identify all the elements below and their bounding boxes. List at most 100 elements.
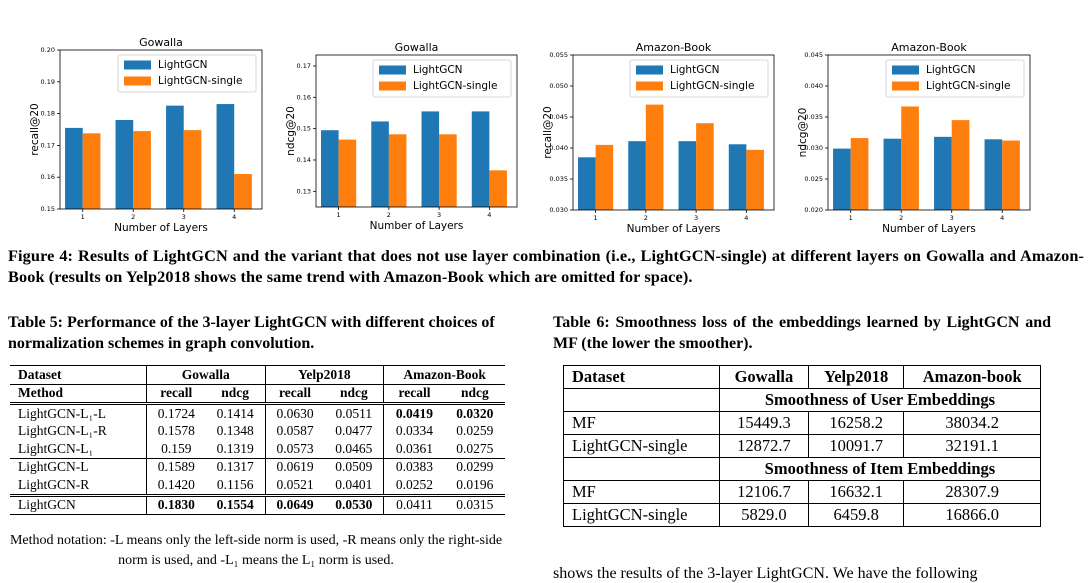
table-cell: 0.0299	[456, 459, 494, 475]
x-tick-label: 2	[644, 214, 648, 222]
bar	[833, 148, 851, 210]
table-cell: 0.0477	[324, 422, 385, 440]
table-cell: 16258.2	[807, 411, 905, 435]
bar	[338, 139, 357, 207]
table-row: LightGCN-L₁ 0.159 0.1319 0.0573 0.0465 0.0361…	[10, 440, 505, 459]
y-tick-label: 0.025	[804, 175, 823, 183]
table-cell: 0.1554	[205, 495, 266, 515]
y-tick-label: 0.030	[549, 206, 568, 214]
legend-swatch	[379, 65, 406, 75]
bar	[115, 119, 134, 209]
bar	[371, 121, 389, 207]
x-tick-label: 4	[744, 214, 748, 222]
y-tick-label: 0.13	[297, 187, 311, 195]
bar	[678, 141, 697, 210]
x-tick-label: 1	[337, 211, 341, 219]
x-tick-label: 3	[182, 213, 186, 221]
bar	[645, 104, 664, 210]
bar	[82, 133, 101, 209]
legend: LightGCN LightGCN-single	[629, 59, 769, 98]
bar	[234, 174, 252, 209]
table-cell: 0.1724	[157, 405, 195, 421]
table-cell: 0.0275	[444, 440, 505, 459]
table-cell: 15449.3	[718, 411, 809, 435]
table-row: LightGCN-L₁-L 0.1724 0.1414 0.0630 0.0511 0.0…	[10, 403, 505, 423]
legend-label: LightGCN-single	[158, 75, 242, 87]
legend-label: LightGCN-single	[413, 80, 497, 92]
table-cell	[563, 388, 720, 412]
y-tick-label: 0.045	[549, 113, 568, 121]
x-tick-label: 2	[131, 213, 135, 221]
bar	[166, 105, 184, 209]
y-axis-label: recall@20	[29, 103, 41, 155]
table-row: LightGCN-single 5829.0 6459.8 16866.0	[563, 503, 1041, 527]
y-tick-label: 0.14	[297, 156, 311, 164]
table-cell: LightGCN-L	[10, 458, 147, 476]
table-row: Dataset Gowalla Yelp2018 Amazon-book	[563, 365, 1041, 389]
table-cell: 28307.9	[903, 480, 1041, 504]
bar	[595, 144, 614, 210]
legend-label: LightGCN	[158, 59, 208, 71]
bar	[439, 134, 457, 207]
legend-swatch	[892, 81, 919, 91]
legend-swatch	[636, 65, 663, 75]
y-tick-label: 0.055	[549, 51, 568, 59]
table-row: Smoothness of Item Embeddings	[563, 457, 1042, 481]
table-cell: MF	[563, 411, 720, 435]
legend-swatch	[379, 81, 406, 91]
bar	[951, 120, 970, 210]
table-cell: 0.0252	[383, 476, 445, 497]
bar	[883, 138, 902, 210]
y-tick-label: 0.050	[549, 82, 568, 90]
table-cell: 5829.0	[718, 503, 809, 527]
table-cell: 0.0465	[324, 440, 385, 459]
figure: 0.15 0.16 0.17 0.18 0.19 0.20 1 2 3 4 Gowalla Numbe…	[29, 36, 1031, 235]
y-tick-label: 0.15	[41, 205, 55, 213]
y-tick-label: 0.17	[297, 62, 311, 70]
bar	[901, 106, 919, 210]
header-cell: Gowalla	[146, 365, 266, 385]
axes-frame	[572, 54, 775, 211]
table-cell: 12872.7	[718, 434, 809, 458]
header-cell: ndcg	[444, 384, 505, 405]
bar	[321, 130, 339, 207]
table-row: LightGCN-single 12872.7 10091.7 32191.1	[563, 434, 1041, 458]
y-tick-label: 0.030	[804, 144, 823, 152]
table-cell: 0.0411	[383, 495, 445, 515]
y-tick-label: 0.18	[41, 110, 55, 118]
table-row: Smoothness of User Embeddings	[563, 388, 1042, 412]
y-tick-label: 0.040	[804, 82, 823, 90]
legend: LightGCN LightGCN-single	[885, 59, 1025, 98]
y-tick-label: 0.16	[297, 93, 311, 101]
bar	[388, 134, 407, 207]
table-cell: 0.0334	[395, 423, 434, 439]
x-axis-label: Number of Layers	[882, 223, 976, 235]
y-tick-label: 0.035	[549, 175, 568, 183]
table-cell: 0.0630	[276, 405, 314, 421]
bar	[578, 157, 596, 210]
bar	[65, 127, 83, 209]
table-cell: 0.0361	[383, 440, 445, 459]
bar	[1002, 140, 1020, 210]
legend-label: LightGCN	[413, 64, 463, 76]
table-cell: 12106.7	[718, 480, 809, 504]
x-tick-label: 4	[487, 211, 491, 219]
table-cell: LightGCN-R	[10, 476, 147, 497]
table-row: MF 12106.7 16632.1 28307.9	[563, 480, 1041, 504]
x-tick-label: 1	[81, 213, 85, 221]
figure-caption: Figure 4: Results of LightGCN and the va…	[8, 246, 1084, 286]
table-cell: 0.0573	[265, 440, 325, 459]
header-cell: recall	[146, 384, 206, 405]
y-tick-label: 0.035	[804, 113, 823, 121]
bar	[183, 130, 202, 209]
table-cell: 0.1156	[205, 476, 266, 497]
y-tick-label: 0.20	[41, 46, 55, 54]
x-tick-label: 2	[387, 211, 391, 219]
table-cell: 0.1589	[157, 459, 195, 475]
table-row: LightGCN-R 0.1420 0.1156 0.0521 0.0401 0.0252…	[10, 476, 505, 497]
x-tick-label: 4	[232, 213, 236, 221]
y-tick-label: 0.020	[804, 206, 823, 214]
table-cell	[563, 457, 720, 481]
bar	[984, 139, 1003, 210]
bar	[934, 136, 952, 210]
